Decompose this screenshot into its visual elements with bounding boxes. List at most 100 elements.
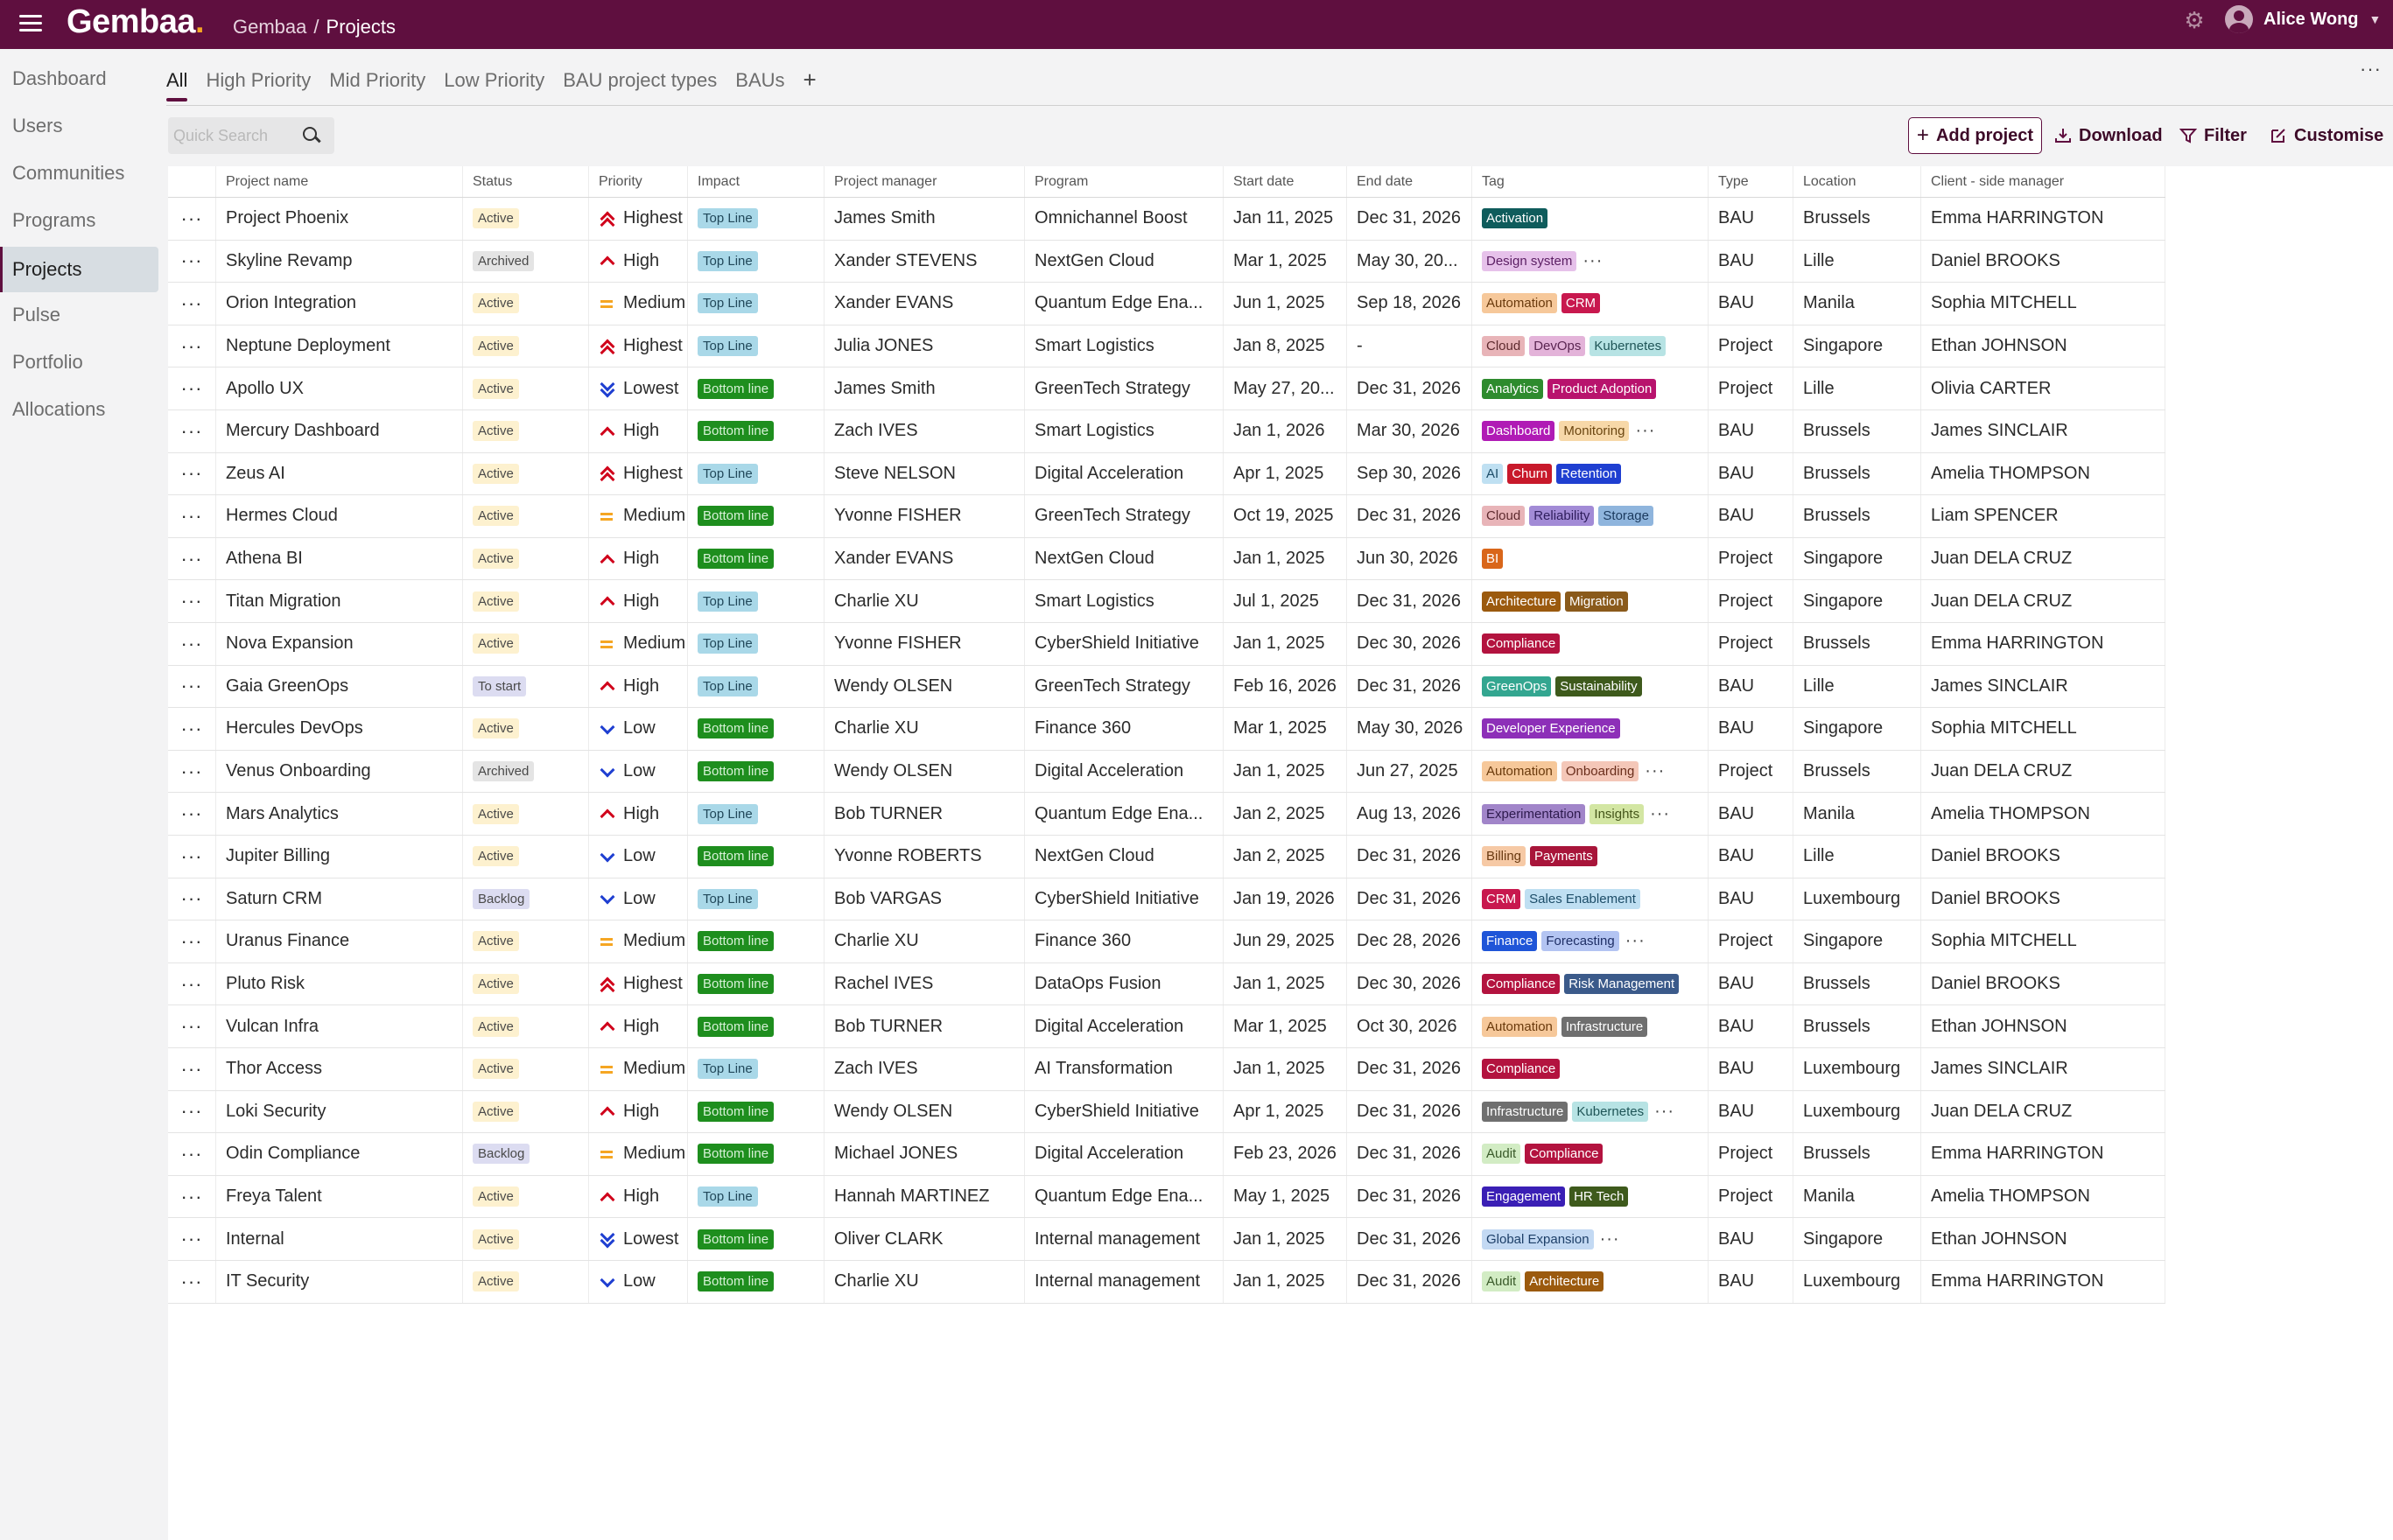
add-tab-button[interactable]: +	[803, 66, 817, 93]
project-name-cell[interactable]: Uranus Finance	[216, 920, 463, 962]
project-name-cell[interactable]: Nova Expansion	[216, 623, 463, 665]
row-menu-button[interactable]: ···	[168, 580, 216, 622]
project-name-cell[interactable]: Apollo UX	[216, 368, 463, 410]
row-menu-button[interactable]: ···	[168, 793, 216, 835]
header-client-side-manager[interactable]: Client - side manager	[1921, 166, 2165, 197]
table-row[interactable]: ··· Zeus AI Active Highest Top Line Steve NEL…	[168, 452, 2165, 496]
breadcrumb-root[interactable]: Gembaa	[233, 16, 307, 38]
header-end-date[interactable]: End date	[1347, 166, 1472, 197]
project-name-cell[interactable]: Skyline Revamp	[216, 240, 463, 283]
header-tag[interactable]: Tag	[1472, 166, 1709, 197]
row-menu-button[interactable]: ···	[168, 1133, 216, 1175]
project-name-cell[interactable]: Project Phoenix	[216, 198, 463, 240]
row-menu-button[interactable]: ···	[168, 452, 216, 495]
project-name-cell[interactable]: Thor Access	[216, 1048, 463, 1090]
row-menu-button[interactable]: ···	[168, 836, 216, 878]
row-menu-button[interactable]: ···	[168, 1048, 216, 1090]
add-project-button[interactable]: + Add project	[1908, 117, 2042, 154]
more-tags-button[interactable]: ···	[1654, 1101, 1675, 1121]
sidebar-item-dashboard[interactable]: Dashboard	[12, 67, 107, 89]
table-row[interactable]: ··· Pluto Risk Active Highest Bottom line Rac…	[168, 962, 2165, 1006]
user-menu[interactable]: Alice Wong ▼	[2225, 4, 2381, 34]
project-name-cell[interactable]: Mars Analytics	[216, 793, 463, 835]
row-menu-button[interactable]: ···	[168, 1090, 216, 1133]
table-row[interactable]: ··· Orion Integration Active Medium Top Line…	[168, 283, 2165, 326]
table-row[interactable]: ··· Gaia GreenOps To start High Top Line Wend…	[168, 665, 2165, 709]
table-row[interactable]: ··· Hermes Cloud Active Medium Bottom line Yv…	[168, 495, 2165, 538]
app-logo[interactable]: Gembaa.	[67, 4, 205, 41]
row-menu-button[interactable]: ···	[168, 368, 216, 410]
project-name-cell[interactable]: Hercules DevOps	[216, 708, 463, 750]
more-options-icon[interactable]: ···	[2360, 58, 2382, 80]
project-name-cell[interactable]: Freya Talent	[216, 1175, 463, 1218]
more-tags-button[interactable]: ···	[1635, 421, 1656, 441]
row-menu-button[interactable]: ···	[168, 283, 216, 325]
filter-button[interactable]: Filter	[2179, 121, 2247, 150]
table-row[interactable]: ··· Loki Security Active High Bottom line Wen…	[168, 1090, 2165, 1134]
row-menu-button[interactable]: ···	[168, 1005, 216, 1047]
project-name-cell[interactable]: IT Security	[216, 1261, 463, 1303]
table-row[interactable]: ··· Athena BI Active High Bottom line Xander …	[168, 537, 2165, 581]
project-name-cell[interactable]: Internal	[216, 1218, 463, 1260]
header-impact[interactable]: Impact	[688, 166, 825, 197]
tab-all[interactable]: All	[166, 63, 188, 102]
header-program[interactable]: Program	[1025, 166, 1224, 197]
project-name-cell[interactable]: Pluto Risk	[216, 962, 463, 1005]
row-menu-button[interactable]: ···	[168, 878, 216, 920]
table-row[interactable]: ··· Venus Onboarding Archived Low Bottom lin…	[168, 750, 2165, 794]
row-menu-button[interactable]: ···	[168, 410, 216, 452]
more-tags-button[interactable]: ···	[1645, 761, 1666, 781]
customise-button[interactable]: Customise	[2270, 121, 2383, 150]
tab-low-priority[interactable]: Low Priority	[444, 69, 545, 91]
gear-icon[interactable]: ⚙	[2184, 7, 2205, 33]
table-row[interactable]: ··· Odin Compliance Backlog Medium Bottom li…	[168, 1133, 2165, 1176]
project-name-cell[interactable]: Saturn CRM	[216, 878, 463, 920]
table-row[interactable]: ··· Internal Active Lowest Bottom line Oliver…	[168, 1218, 2165, 1261]
row-menu-button[interactable]: ···	[168, 325, 216, 368]
download-button[interactable]: Download	[2054, 121, 2163, 150]
more-tags-button[interactable]: ···	[1625, 931, 1646, 951]
row-menu-button[interactable]: ···	[168, 198, 216, 240]
row-menu-button[interactable]: ···	[168, 920, 216, 962]
table-row[interactable]: ··· Freya Talent Active High Top Line Hannah …	[168, 1175, 2165, 1219]
header-project-name[interactable]: Project name	[216, 166, 463, 197]
sidebar-item-communities[interactable]: Communities	[12, 162, 125, 184]
table-row[interactable]: ··· Hercules DevOps Active Low Bottom line Ch…	[168, 708, 2165, 751]
row-menu-button[interactable]: ···	[168, 1261, 216, 1303]
table-row[interactable]: ··· Thor Access Active Medium Top Line Zach I…	[168, 1048, 2165, 1091]
project-name-cell[interactable]: Odin Compliance	[216, 1133, 463, 1175]
sidebar-item-portfolio[interactable]: Portfolio	[12, 351, 83, 373]
table-row[interactable]: ··· Saturn CRM Backlog Low Top Line Bob VARGA…	[168, 878, 2165, 921]
header-location[interactable]: Location	[1793, 166, 1921, 197]
project-name-cell[interactable]: Zeus AI	[216, 452, 463, 495]
table-row[interactable]: ··· IT Security Active Low Bottom line Charli…	[168, 1261, 2165, 1304]
sidebar-item-allocations[interactable]: Allocations	[12, 398, 106, 420]
more-tags-button[interactable]: ···	[1582, 250, 1604, 270]
row-menu-button[interactable]: ···	[168, 962, 216, 1005]
menu-icon[interactable]	[16, 8, 46, 38]
table-row[interactable]: ··· Nova Expansion Active Medium Top Line Yvo…	[168, 623, 2165, 666]
sidebar-item-pulse[interactable]: Pulse	[12, 304, 61, 326]
header-type[interactable]: Type	[1709, 166, 1793, 197]
row-menu-button[interactable]: ···	[168, 623, 216, 665]
header-start-date[interactable]: Start date	[1224, 166, 1347, 197]
sidebar-item-projects[interactable]: Projects	[0, 247, 158, 292]
row-menu-button[interactable]: ···	[168, 665, 216, 708]
sidebar-item-programs[interactable]: Programs	[12, 209, 96, 231]
row-menu-button[interactable]: ···	[168, 1218, 216, 1260]
more-tags-button[interactable]: ···	[1650, 803, 1671, 823]
table-row[interactable]: ··· Mercury Dashboard Active High Bottom lin…	[168, 410, 2165, 453]
table-row[interactable]: ··· Skyline Revamp Archived High Top Line Xan…	[168, 240, 2165, 284]
project-name-cell[interactable]: Orion Integration	[216, 283, 463, 325]
project-name-cell[interactable]: Venus Onboarding	[216, 750, 463, 793]
table-row[interactable]: ··· Titan Migration Active High Top Line Char…	[168, 580, 2165, 623]
header-priority[interactable]: Priority	[589, 166, 688, 197]
row-menu-button[interactable]: ···	[168, 750, 216, 793]
table-row[interactable]: ··· Mars Analytics Active High Top Line Bob T…	[168, 793, 2165, 836]
search-icon[interactable]	[299, 124, 322, 147]
table-row[interactable]: ··· Neptune Deployment Active Highest Top Li…	[168, 325, 2165, 368]
project-name-cell[interactable]: Neptune Deployment	[216, 325, 463, 368]
row-menu-button[interactable]: ···	[168, 495, 216, 537]
row-menu-button[interactable]: ···	[168, 1175, 216, 1218]
table-row[interactable]: ··· Apollo UX Active Lowest Bottom line James…	[168, 368, 2165, 410]
